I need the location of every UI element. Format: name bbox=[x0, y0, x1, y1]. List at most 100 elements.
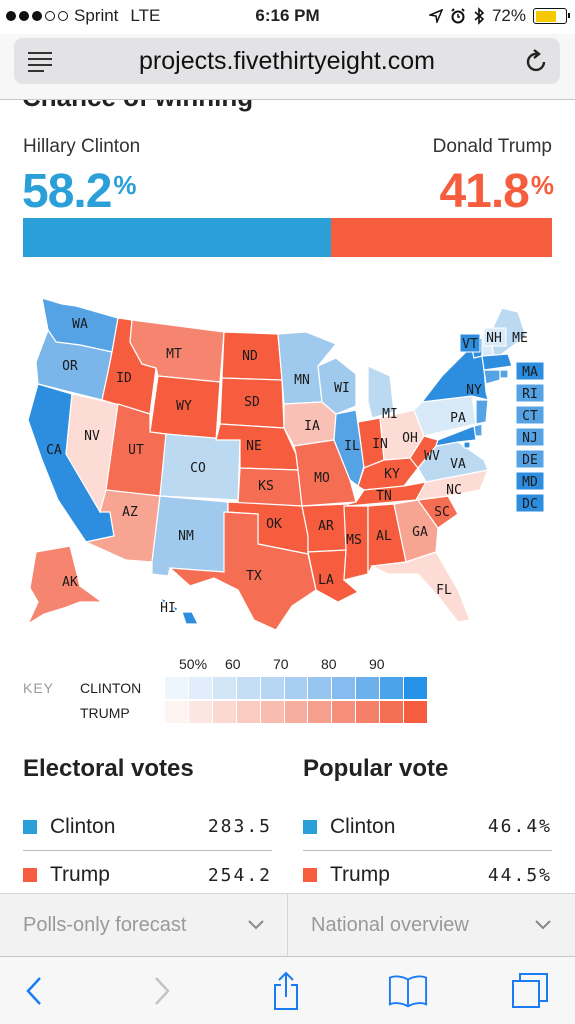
page-content: Chance of winning Hillary Clinton Donald… bbox=[0, 100, 575, 893]
key-tick: 90 bbox=[369, 656, 385, 672]
clinton-chance: 58.2% bbox=[22, 165, 137, 218]
electoral-value: 283.5 bbox=[207, 816, 272, 837]
state-ak[interactable] bbox=[26, 545, 104, 626]
state-nj[interactable] bbox=[515, 427, 545, 447]
state-ct[interactable] bbox=[515, 405, 545, 425]
map-key: 50% 60 70 80 90 KEY CLINTON TRUMP bbox=[0, 650, 575, 730]
key-tick: 60 bbox=[225, 656, 241, 672]
state-ri[interactable] bbox=[515, 383, 545, 403]
view-dropdown[interactable]: National overview bbox=[287, 894, 574, 957]
state-ma[interactable] bbox=[515, 361, 545, 381]
key-swatch-clinton-6 bbox=[308, 677, 332, 699]
key-swatch-trump-10 bbox=[404, 701, 427, 723]
address-bar[interactable]: projects.fivethirtyeight.com bbox=[14, 38, 560, 84]
state-label-ga: GA bbox=[412, 525, 428, 540]
bookmarks-button[interactable] bbox=[388, 971, 428, 1011]
state-label-wi: WI bbox=[334, 381, 350, 396]
key-swatch-trump-9 bbox=[380, 701, 404, 723]
state-label-dc: DC bbox=[522, 497, 538, 512]
state-label-wy: WY bbox=[176, 399, 192, 414]
chance-bar bbox=[23, 218, 552, 257]
state-nj[interactable] bbox=[475, 399, 489, 425]
state-dc[interactable] bbox=[515, 493, 545, 513]
key-swatch-clinton-1 bbox=[188, 677, 212, 699]
state-pa[interactable] bbox=[413, 395, 477, 437]
key-trump-scale bbox=[165, 701, 427, 723]
key-swatch-clinton-10 bbox=[404, 677, 427, 699]
state-label-ky: KY bbox=[384, 467, 400, 482]
state-tx[interactable] bbox=[168, 511, 317, 631]
electoral-title: Electoral votes bbox=[23, 755, 194, 782]
key-swatch-trump-7 bbox=[332, 701, 356, 723]
state-label-il: IL bbox=[344, 439, 360, 454]
popular-vote: Popular vote Clinton 46.4% Trump 44.5% bbox=[303, 755, 553, 886]
state-label-ca: CA bbox=[46, 443, 62, 458]
candidate-name: Clinton bbox=[330, 814, 396, 838]
network-type: LTE bbox=[130, 6, 161, 25]
state-label-pa: PA bbox=[450, 411, 466, 426]
key-swatch-trump-3 bbox=[236, 701, 260, 723]
state-label-nd: ND bbox=[242, 349, 258, 364]
state-label-va: VA bbox=[450, 457, 466, 472]
bluetooth-icon bbox=[474, 7, 485, 25]
state-label-hi: HI bbox=[160, 601, 176, 616]
electoral-row-trump: Trump 254.2 bbox=[23, 851, 272, 893]
key-swatch-clinton-3 bbox=[236, 677, 260, 699]
state-ma[interactable] bbox=[481, 353, 513, 371]
tabs-button[interactable] bbox=[510, 971, 550, 1011]
state-mi[interactable] bbox=[367, 365, 395, 419]
browser-chrome: projects.fivethirtyeight.com bbox=[0, 34, 575, 100]
state-label-ia: IA bbox=[304, 419, 320, 434]
state-label-co: CO bbox=[190, 461, 206, 476]
state-label-ar: AR bbox=[318, 519, 334, 534]
state-label-nv: NV bbox=[84, 429, 100, 444]
state-hi[interactable] bbox=[158, 596, 199, 625]
section-title: Chance of winning bbox=[22, 100, 253, 113]
key-swatch-trump-6 bbox=[308, 701, 332, 723]
key-swatch-trump-1 bbox=[188, 701, 212, 723]
state-label-nj: NJ bbox=[522, 431, 538, 446]
state-label-ok: OK bbox=[266, 517, 282, 532]
url-text[interactable]: projects.fivethirtyeight.com bbox=[139, 47, 435, 75]
state-md[interactable] bbox=[515, 471, 545, 491]
state-de[interactable] bbox=[515, 449, 545, 469]
state-tn[interactable] bbox=[347, 481, 428, 507]
share-button[interactable] bbox=[266, 971, 306, 1011]
clinton-swatch bbox=[303, 819, 317, 834]
state-ct[interactable] bbox=[483, 369, 501, 385]
state-label-mt: MT bbox=[166, 347, 182, 362]
state-wi[interactable] bbox=[317, 357, 357, 415]
state-md[interactable] bbox=[435, 425, 477, 447]
state-label-ne: NE bbox=[246, 439, 262, 454]
forecast-type-dropdown[interactable]: Polls-only forecast bbox=[0, 894, 287, 957]
forward-button[interactable] bbox=[142, 971, 182, 1011]
state-nh[interactable] bbox=[483, 327, 507, 347]
key-trump-label: TRUMP bbox=[80, 705, 130, 721]
state-vt[interactable] bbox=[459, 333, 481, 353]
candidate-name: Trump bbox=[330, 863, 390, 886]
state-ri[interactable] bbox=[499, 369, 509, 379]
state-label-la: LA bbox=[318, 573, 334, 588]
key-label: KEY bbox=[23, 680, 55, 696]
state-fl[interactable] bbox=[369, 551, 471, 623]
state-dc[interactable] bbox=[463, 441, 471, 449]
forward-icon bbox=[155, 977, 170, 1005]
state-ga[interactable] bbox=[393, 499, 439, 563]
state-label-vt: VT bbox=[462, 337, 478, 352]
state-label-nc: NC bbox=[446, 483, 462, 498]
electoral-value: 254.2 bbox=[207, 864, 272, 886]
state-label-ks: KS bbox=[258, 479, 274, 494]
state-label-ct: CT bbox=[522, 409, 538, 424]
back-button[interactable] bbox=[14, 971, 54, 1011]
state-label-al: AL bbox=[376, 529, 392, 544]
electoral-row-clinton: Clinton 283.5 bbox=[23, 803, 272, 851]
popular-value: 44.5% bbox=[487, 864, 552, 886]
reader-menu-icon[interactable] bbox=[28, 52, 52, 76]
reload-icon[interactable] bbox=[526, 49, 548, 73]
state-ms[interactable] bbox=[343, 505, 369, 581]
state-label-sd: SD bbox=[244, 395, 260, 410]
state-label-ri: RI bbox=[522, 387, 538, 402]
electoral-votes: Electoral votes Clinton 283.5 Trump 254.… bbox=[23, 755, 273, 886]
state-label-or: OR bbox=[62, 359, 78, 374]
key-swatch-clinton-2 bbox=[212, 677, 236, 699]
